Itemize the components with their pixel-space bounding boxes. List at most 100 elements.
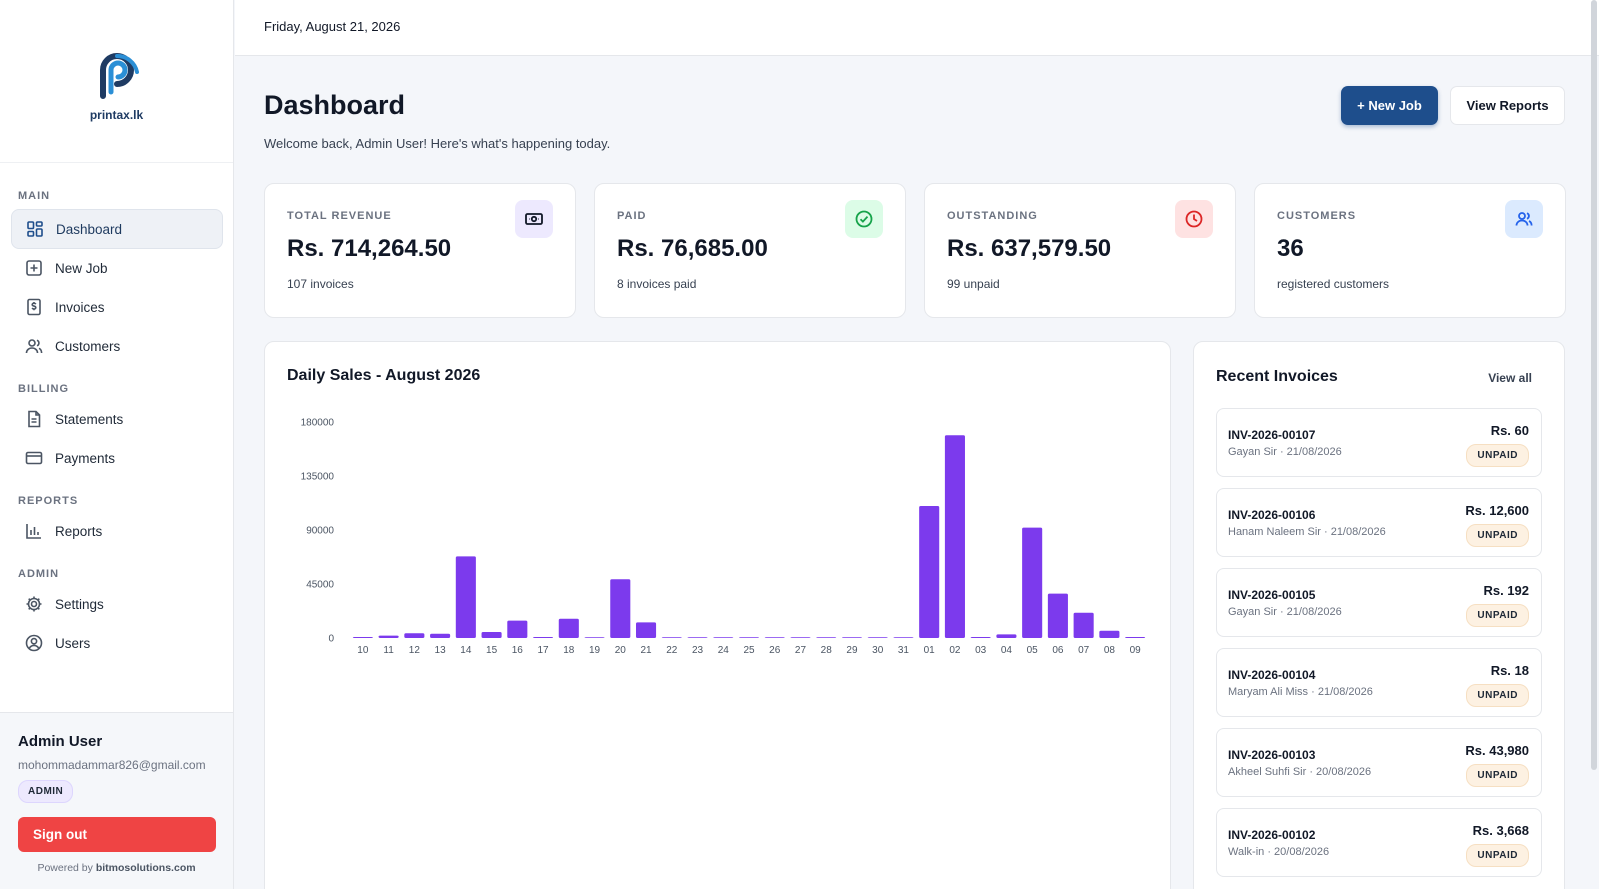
gear-icon	[26, 596, 42, 612]
bar-27[interactable]	[790, 637, 811, 638]
stat-card-customers: CUSTOMERS 36 registered customers	[1254, 183, 1566, 318]
bar-02[interactable]	[944, 435, 965, 638]
role-badge: ADMIN	[18, 780, 74, 803]
bar-05[interactable]	[1022, 527, 1043, 638]
stat-icon-wrap	[1175, 200, 1213, 238]
bar-22[interactable]	[661, 637, 682, 638]
sidebar-item-new-job[interactable]: New Job	[11, 248, 223, 288]
x-tick-label: 09	[1130, 645, 1142, 656]
x-tick-label: 16	[512, 645, 524, 656]
x-tick-label: 04	[1001, 645, 1013, 656]
bar-03[interactable]	[970, 637, 991, 638]
invoice-row[interactable]: INV-2026-00102 Walk-in · 20/08/2026 Rs. 3,…	[1216, 808, 1542, 877]
stat-card-paid: PAID Rs. 76,685.00 8 invoices paid	[594, 183, 906, 318]
sidebar-item-dashboard[interactable]: Dashboard	[11, 209, 223, 249]
stat-value: Rs. 637,579.50	[947, 235, 1112, 262]
bar-31[interactable]	[893, 637, 914, 638]
sidebar-item-payments[interactable]: Payments	[11, 438, 223, 478]
invoice-number: INV-2026-00103	[1228, 748, 1316, 762]
invoice-row[interactable]: INV-2026-00103 Akheel Suhfi Sir · 20/08/2…	[1216, 728, 1542, 797]
bar-08[interactable]	[1099, 630, 1120, 638]
invoice-row[interactable]: INV-2026-00104 Maryam Ali Miss · 21/08/20…	[1216, 648, 1542, 717]
bar-18[interactable]	[558, 618, 579, 638]
brand-name: printax.lk	[89, 108, 144, 122]
bar-29[interactable]	[841, 637, 863, 638]
bar-17[interactable]	[533, 637, 554, 638]
bar-11[interactable]	[378, 635, 399, 638]
stat-card-total-revenue: TOTAL REVENUE Rs. 714,264.50 107 invoice…	[264, 183, 576, 318]
x-tick-label: 10	[357, 645, 369, 656]
invoice-number: INV-2026-00106	[1228, 508, 1316, 522]
sidebar-item-reports[interactable]: Reports	[11, 511, 223, 551]
sidebar-item-customers[interactable]: Customers	[11, 326, 223, 366]
invoice-row[interactable]: INV-2026-00107 Gayan Sir · 21/08/2026 Rs. …	[1216, 408, 1542, 477]
bar-01[interactable]	[919, 506, 940, 638]
current-date: Friday, August 21, 2026	[264, 19, 401, 34]
bar-15[interactable]	[481, 632, 502, 638]
x-tick-label: 13	[435, 645, 447, 656]
bar-07[interactable]	[1073, 612, 1094, 638]
x-tick-label: 27	[795, 645, 807, 656]
invoice-row[interactable]: INV-2026-00105 Gayan Sir · 21/08/2026 Rs. …	[1216, 568, 1542, 637]
scrollbar[interactable]	[1591, 0, 1597, 770]
bar-13[interactable]	[430, 633, 451, 638]
invoice-meta: Walk-in · 20/08/2026	[1228, 846, 1330, 858]
bar-04[interactable]	[996, 634, 1017, 638]
y-tick-label: 45000	[306, 580, 334, 591]
stat-foot: 107 invoices	[287, 277, 354, 291]
bar-25[interactable]	[738, 637, 760, 638]
x-tick-label: 24	[718, 645, 730, 656]
bar-30[interactable]	[867, 637, 888, 638]
user-circle-icon	[25, 634, 43, 652]
sign-out-button[interactable]: Sign out	[18, 817, 216, 852]
view-all-link[interactable]: View all	[1488, 371, 1532, 385]
brand-logo-icon[interactable]	[89, 48, 145, 104]
dashboard-icon	[27, 221, 43, 237]
users-icon	[25, 339, 43, 354]
invoice-number: INV-2026-00104	[1228, 668, 1316, 682]
x-tick-label: 06	[1052, 645, 1064, 656]
sidebar-item-users[interactable]: Users	[11, 623, 223, 663]
x-tick-label: 25	[743, 645, 755, 656]
invoice-amount: Rs. 43,980	[1465, 743, 1529, 758]
bar-24[interactable]	[713, 637, 734, 638]
bar-20[interactable]	[610, 579, 631, 638]
invoice-amount: Rs. 192	[1483, 583, 1529, 598]
bar-09[interactable]	[1125, 637, 1146, 638]
bar-12[interactable]	[404, 633, 425, 638]
stat-value: 36	[1277, 235, 1304, 262]
recent-invoices-title: Recent Invoices	[1216, 368, 1338, 385]
sidebar-item-statements[interactable]: Statements	[11, 399, 223, 439]
invoice-number: INV-2026-00107	[1228, 428, 1316, 442]
bar-14[interactable]	[455, 556, 476, 638]
bar-10[interactable]	[352, 637, 373, 638]
page-title: Dashboard	[264, 90, 406, 120]
bar-23[interactable]	[687, 637, 708, 638]
stat-label: PAID	[617, 210, 647, 222]
sidebar-item-label: Dashboard	[56, 221, 123, 237]
x-tick-label: 17	[538, 645, 550, 656]
check-circle-icon	[855, 210, 873, 228]
view-reports-button[interactable]: View Reports	[1450, 86, 1565, 125]
invoice-meta: Hanam Naleem Sir · 21/08/2026	[1228, 526, 1386, 538]
bar-19[interactable]	[584, 637, 605, 638]
sidebar-item-settings[interactable]: Settings	[11, 584, 223, 624]
bar-06[interactable]	[1047, 593, 1068, 638]
y-tick-label: 180000	[301, 418, 335, 429]
stat-label: OUTSTANDING	[947, 210, 1038, 222]
bar-28[interactable]	[816, 637, 837, 638]
stat-value: Rs. 714,264.50	[287, 235, 452, 262]
bar-21[interactable]	[635, 622, 657, 638]
new-job-button[interactable]: + New Job	[1341, 86, 1438, 125]
invoice-row[interactable]: INV-2026-00106 Hanam Naleem Sir · 21/08/2…	[1216, 488, 1542, 557]
bar-26[interactable]	[764, 637, 785, 638]
bar-16[interactable]	[507, 620, 528, 638]
x-tick-label: 29	[846, 645, 858, 656]
sidebar-item-invoices[interactable]: Invoices	[11, 287, 223, 327]
nav-section-reports: REPORTS	[18, 495, 79, 507]
sidebar-item-label: Settings	[55, 596, 104, 612]
powered-brand-link[interactable]: bitmosolutions.com	[95, 862, 196, 874]
chart-title: Daily Sales - August 2026	[287, 367, 481, 384]
sidebar: printax.lk MAIN Dashboard New Job Invoic…	[0, 0, 234, 889]
stat-label: TOTAL REVENUE	[287, 210, 392, 222]
